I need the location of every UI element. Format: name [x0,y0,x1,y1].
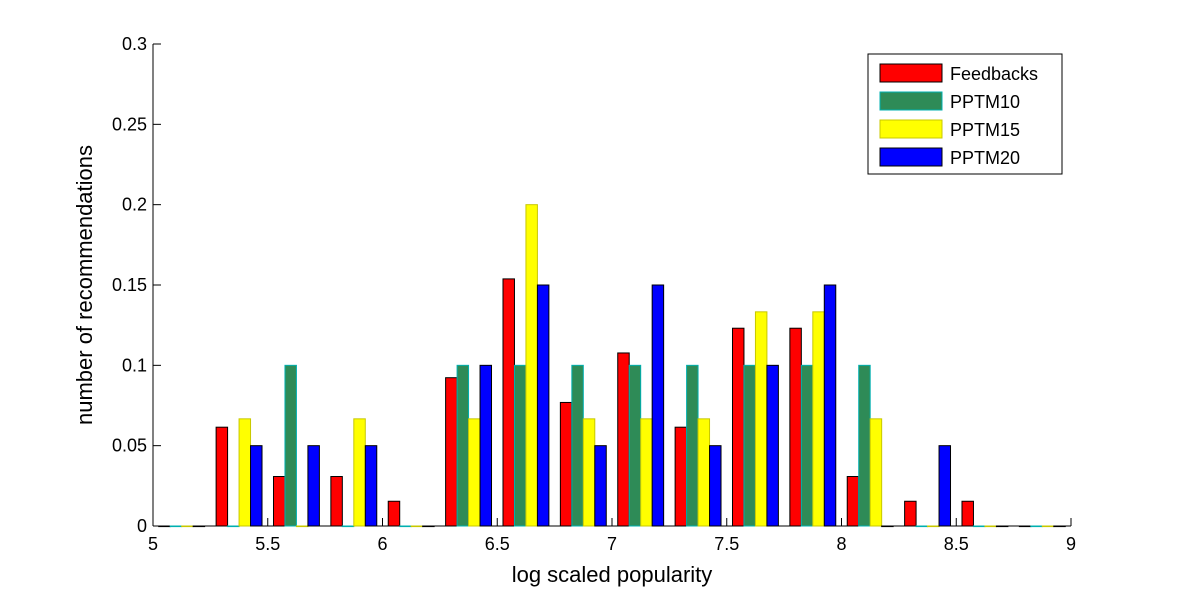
bar-pptm15-13 [927,525,940,528]
bar-pptm15-0 [181,525,194,528]
bar-feedbacks-11 [789,327,802,527]
bar-pptm10-9 [686,364,699,527]
bar-pptm10-2 [284,364,297,527]
bar-pptm20-7 [594,445,607,527]
y-tick-label: 0.2 [122,195,147,215]
bar-feedbacks-5 [445,377,458,527]
bar-pptm15-11 [812,311,825,527]
bar-pptm15-2 [295,525,309,528]
bar-pptm20-9 [709,445,722,527]
bars [158,204,1066,528]
legend-swatch-feedbacks [879,63,943,83]
bar-pptm10-5 [456,364,470,527]
legend-label-feedbacks: Feedbacks [950,64,1038,84]
bar-feedbacks-8 [617,352,630,527]
legend-swatch-pptm20 [879,147,943,167]
y-axis: 0 0.05 0.1 0.15 0.2 0.25 0.3 [112,34,161,536]
bar-pptm10-11 [800,364,814,527]
bar-feedbacks-4 [387,500,401,527]
bar-pptm20-5 [479,364,493,527]
bar-pptm10-10 [743,364,756,527]
bar-pptm20-11 [823,284,837,527]
bar-pptm20-12 [881,525,894,528]
legend-label-pptm20: PPTM20 [950,148,1020,168]
bar-feedbacks-7 [559,401,573,527]
legend-swatch-pptm15 [879,119,943,139]
bar-pptm10-12 [858,364,871,527]
bar-pptm20-0 [192,525,206,528]
x-tick-label: 7.5 [714,534,739,554]
x-tick-label: 5.5 [255,534,280,554]
x-tick-label: 5 [148,534,158,554]
bar-pptm20-13 [938,445,952,527]
y-tick-label: 0.15 [112,275,147,295]
x-tick-label: 7 [607,534,617,554]
bar-pptm20-15 [1053,525,1066,528]
y-tick-label: 0.25 [112,114,147,134]
bar-pptm10-4 [399,525,412,528]
bar-pptm20-1 [250,445,263,527]
bar-pptm10-8 [628,364,642,527]
bar-feedbacks-3 [330,476,343,527]
bar-pptm15-14 [984,525,997,528]
bar-pptm10-0 [169,525,183,528]
y-axis-label: number of recommendations [72,145,97,425]
bar-pptm20-8 [651,284,665,527]
bar-pptm20-3 [364,445,378,527]
bar-feedbacks-9 [674,426,688,527]
bar-feedbacks-6 [502,278,515,527]
bar-pptm15-10 [754,311,768,527]
bar-pptm10-7 [571,364,584,527]
bar-pptm15-15 [1041,525,1055,528]
bar-pptm10-14 [972,525,986,528]
bar-feedbacks-15 [1018,525,1032,528]
bar-pptm20-2 [307,445,320,527]
x-axis-label: log scaled popularity [512,562,713,587]
bar-pptm10-3 [341,525,355,528]
y-tick-label: 0 [137,516,147,536]
bar-pptm15-7 [582,418,596,527]
bar-pptm15-12 [869,418,883,527]
bar-pptm10-15 [1030,525,1043,528]
bar-pptm20-14 [995,525,1009,528]
bar-pptm20-10 [766,364,779,527]
bar-feedbacks-10 [731,327,745,527]
bar-pptm20-6 [536,284,550,527]
bar-feedbacks-13 [904,500,917,527]
bar-pptm15-8 [640,418,653,527]
x-tick-label: 6 [377,534,387,554]
y-tick-label: 0.05 [112,436,147,456]
legend-label-pptm10: PPTM10 [950,92,1020,112]
x-tick-label: 8 [836,534,846,554]
bar-pptm15-6 [525,204,538,527]
y-tick-label: 0.3 [122,34,147,54]
bar-feedbacks-2 [272,476,286,527]
bar-pptm15-9 [697,418,711,527]
bar-feedbacks-14 [961,500,974,527]
bar-feedbacks-12 [846,476,860,527]
x-tick-label: 6.5 [485,534,510,554]
legend: Feedbacks PPTM10 PPTM15 PPTM20 [867,53,1063,175]
bar-pptm10-13 [915,525,929,528]
bar-pptm10-6 [513,364,527,527]
bar-pptm15-3 [353,418,366,527]
x-axis: 5 5.5 6 6.5 7 7.5 8 8.5 9 [148,518,1076,554]
bar-pptm15-4 [410,525,424,528]
bar-pptm15-5 [468,418,481,527]
legend-label-pptm15: PPTM15 [950,120,1020,140]
y-tick-label: 0.1 [122,355,147,375]
bar-feedbacks-1 [215,426,229,527]
bar-pptm10-1 [227,525,240,528]
x-tick-label: 9 [1066,534,1076,554]
x-tick-label: 8.5 [944,534,969,554]
legend-swatch-pptm10 [879,91,943,111]
bar-pptm15-1 [238,418,252,527]
bar-pptm20-4 [422,525,435,528]
